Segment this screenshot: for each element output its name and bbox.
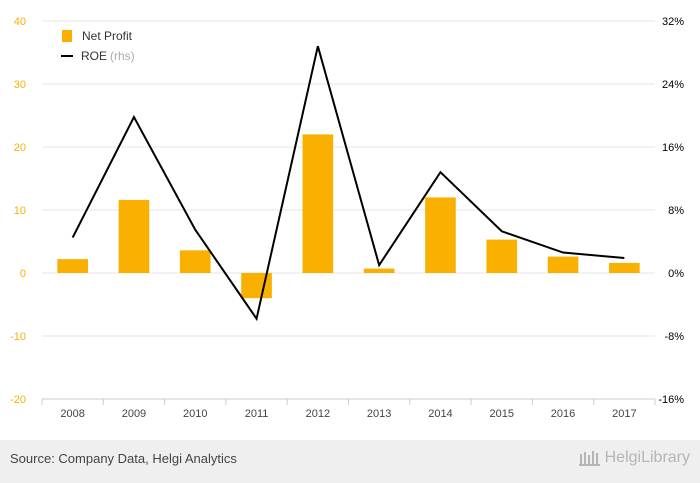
y-left-tick-label: 40 xyxy=(14,16,26,28)
y-left-tick-label: 10 xyxy=(14,205,26,217)
bar-net-profit xyxy=(118,199,150,273)
footer: Source: Company Data, Helgi Analytics He… xyxy=(0,440,700,483)
legend-item-roe[interactable]: ROE (rhs) xyxy=(58,46,135,66)
legend: Net Profit ROE (rhs) xyxy=(58,26,135,66)
x-tick-label: 2016 xyxy=(551,408,575,420)
legend-item-net-profit[interactable]: Net Profit xyxy=(58,26,135,46)
legend-rhs-note: (rhs) xyxy=(110,49,135,63)
x-tick-label: 2015 xyxy=(490,408,514,420)
source-note: Source: Company Data, Helgi Analytics xyxy=(10,451,237,466)
legend-bar-swatch xyxy=(62,30,72,42)
y-right-tick-label: 32% xyxy=(662,16,684,28)
x-tick-label: 2008 xyxy=(60,408,84,420)
brand-logo[interactable]: HelgiLibrary xyxy=(578,449,690,467)
bar-net-profit xyxy=(241,273,272,299)
legend-label-net-profit: Net Profit xyxy=(82,29,133,43)
line-roe xyxy=(71,45,625,322)
bar-net-profit xyxy=(179,250,211,273)
y-right-tick-label: 0% xyxy=(668,268,684,280)
x-tick-label: 2010 xyxy=(183,408,207,420)
library-icon xyxy=(578,451,600,466)
bar-net-profit xyxy=(302,134,334,273)
bar-net-profit xyxy=(486,239,518,273)
y-right-tick-label: -16% xyxy=(658,394,684,406)
y-right-tick-label: 8% xyxy=(668,205,684,217)
y-left-tick-label: -20 xyxy=(10,394,26,406)
y-left-tick-label: 30 xyxy=(14,79,26,91)
chart-area: 40 30 20 10 0 -10 -20 32% 24% 16% 8% 0% -8% -16% 2008 2… xyxy=(10,16,684,420)
x-tick-label: 2013 xyxy=(367,408,391,420)
y-right-tick-label: -8% xyxy=(664,331,684,343)
x-tick-label: 2017 xyxy=(612,408,636,420)
x-tick-label: 2011 xyxy=(245,408,269,420)
x-tick-label: 2014 xyxy=(428,408,452,420)
brand-name: HelgiLibrary xyxy=(604,449,690,466)
bar-net-profit xyxy=(363,268,395,273)
y-left-tick-label: -10 xyxy=(10,331,26,343)
x-tick-label: 2012 xyxy=(306,408,330,420)
y-left-tick-label: 0 xyxy=(20,268,26,280)
legend-line-swatch xyxy=(61,55,73,57)
bar-net-profit xyxy=(425,197,456,273)
bar-net-profit xyxy=(57,259,88,273)
legend-label-roe: ROE xyxy=(81,49,108,63)
bar-net-profit xyxy=(547,256,579,273)
y-right-tick-label: 24% xyxy=(662,79,684,91)
y-right-tick-label: 16% xyxy=(662,142,684,154)
y-left-tick-label: 20 xyxy=(14,142,26,154)
x-tick-label: 2009 xyxy=(122,408,146,420)
bar-net-profit xyxy=(609,262,640,273)
